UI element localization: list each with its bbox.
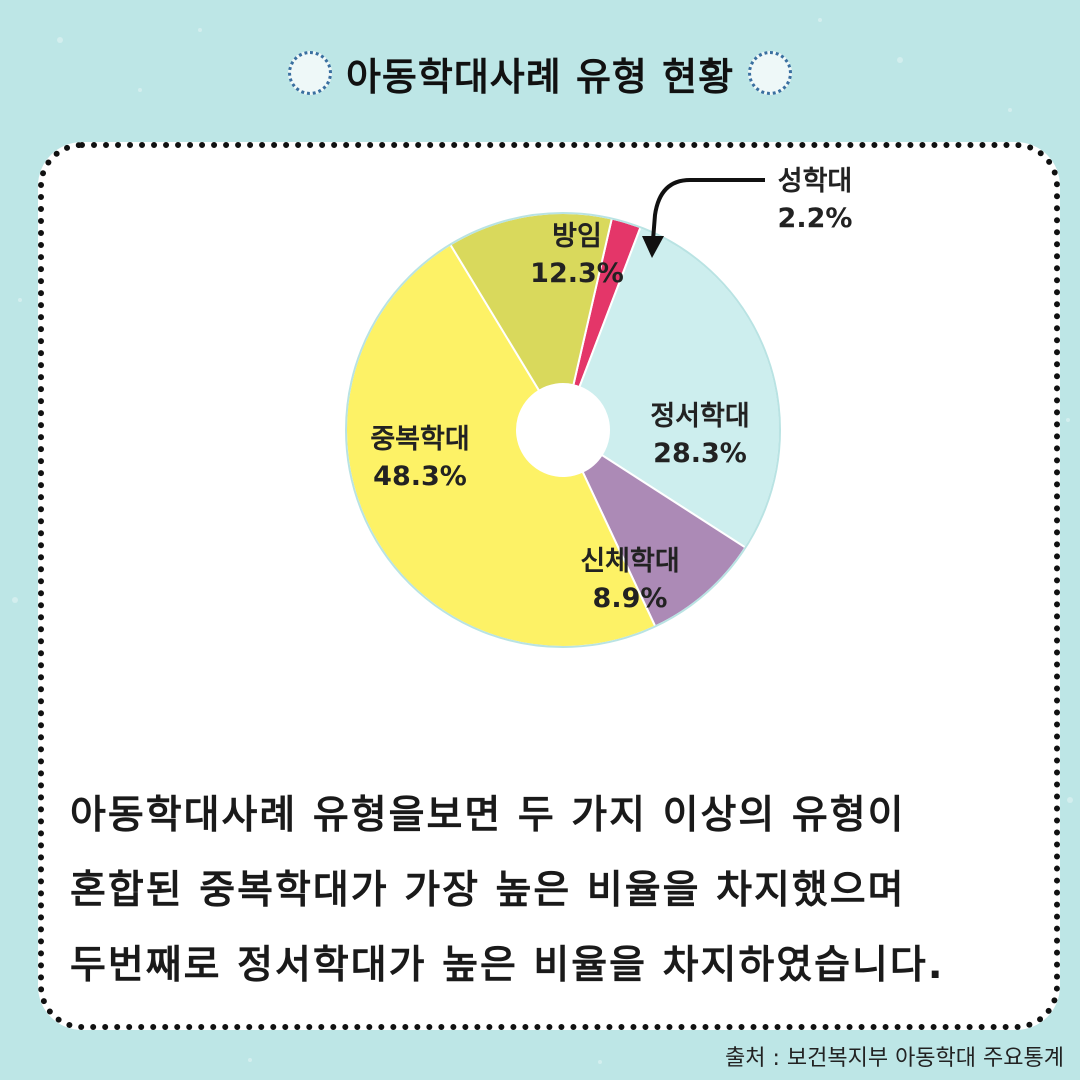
slice-label-3: 중복학대 <box>370 424 469 455</box>
slice-label-2: 신체학대 <box>580 546 679 577</box>
slice-value-2: 8.9% <box>593 583 668 614</box>
slice-value-4: 12.3% <box>530 258 624 289</box>
arrow-pointer-icon <box>651 178 765 241</box>
source-note: 출처 : 보건복지부 아동학대 주요통계 <box>725 1046 1064 1071</box>
title-left-circle-icon <box>287 51 332 95</box>
slice-value-1: 28.3% <box>653 438 747 469</box>
slice-label-4: 방임 <box>552 221 602 252</box>
title-right-circle-icon <box>748 51 793 95</box>
slice-value-0: 2.2% <box>778 203 853 234</box>
description-line-2: 혼합된 중복학대가 가장 높은 비율을 차지했으며 <box>70 868 906 913</box>
description-line-1: 아동학대사례 유형을보면 두 가지 이상의 유형이 <box>70 793 906 838</box>
donut-outer-ring <box>345 212 781 648</box>
slice-label-1: 정서학대 <box>650 401 749 432</box>
page-title: 아동학대사례 유형 현황 <box>345 54 735 99</box>
arrow-head-icon <box>642 236 664 258</box>
slice-label-0: 성학대 <box>778 166 853 197</box>
description: 아동학대사례 유형을보면 두 가지 이상의 유형이 혼합된 중복학대가 가장 높… <box>70 778 1030 1003</box>
title-bar: 아동학대사례 유형 현황 <box>0 38 1080 108</box>
slice-value-3: 48.3% <box>373 461 467 492</box>
description-line-3: 두번째로 정서학대가 높은 비율을 차지하였습니다. <box>70 943 945 988</box>
